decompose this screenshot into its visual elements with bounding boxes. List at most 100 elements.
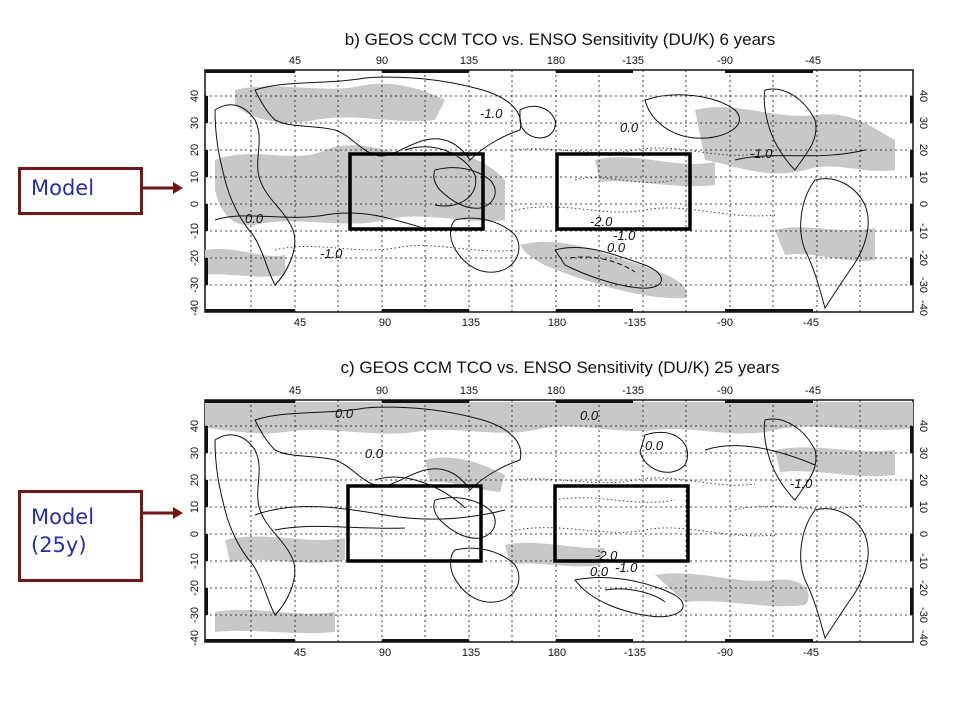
lat-tick: 40 (189, 420, 201, 432)
lon-tick: 135 (462, 647, 480, 656)
lon-tick: 45 (294, 317, 306, 326)
lat-tick: -10 (917, 223, 929, 239)
panel-b-region-box-west (348, 152, 485, 231)
lon-tick: 90 (376, 385, 388, 397)
lon-tick: 45 (289, 55, 301, 67)
panel-c-dotted-contours (514, 477, 866, 537)
panel-c-top-lon-labels: 45 90 135 180 -135 -90 -45 (289, 385, 821, 397)
contour-label: 0.0 (335, 406, 354, 421)
lon-tick: -135 (624, 647, 646, 656)
model-25y-callout: Model (25y) (18, 490, 143, 582)
lon-tick: 180 (548, 647, 566, 656)
lon-tick: -45 (803, 317, 819, 326)
model-25y-callout-arrow (143, 507, 183, 519)
lat-tick: -40 (917, 630, 929, 646)
lat-tick: -20 (917, 580, 929, 596)
panel-c-title: c) GEOS CCM TCO vs. ENSO Sensitivity (DU… (340, 358, 780, 377)
lat-tick: -40 (189, 630, 201, 646)
panel-c-region-box-west (346, 484, 483, 563)
model-25y-callout-line1: Model (31, 505, 95, 529)
lon-tick: 180 (547, 385, 565, 397)
lon-tick: -90 (717, 647, 733, 656)
contour-label: 0.0 (620, 120, 639, 135)
lat-tick: 30 (917, 447, 929, 459)
lat-tick: 0 (917, 201, 929, 207)
lat-tick: -30 (189, 277, 201, 293)
lon-tick: 45 (289, 385, 301, 397)
panel-c-left-lat-labels: 40 30 20 10 0 -10 -20 -30 -40 (189, 420, 201, 646)
lon-tick: -135 (622, 55, 644, 67)
panel-b-region-box-east (555, 152, 692, 231)
lon-tick: 90 (376, 55, 388, 67)
panel-b-left-lat-labels: 40 30 20 10 0 -10 -20 -30 -40 (189, 90, 201, 316)
panel-b-coastlines (214, 76, 869, 310)
panel-c-frame: 0.0 0.0 0.0 0.0 -1.0 -2.0 0.0 -1.0 (204, 399, 914, 643)
lat-tick: 40 (917, 90, 929, 102)
panel-c-right-lat-labels: 40 30 20 10 0 -10 -20 -30 -40 (917, 420, 929, 646)
lat-tick: 0 (917, 531, 929, 537)
lat-tick: -10 (917, 553, 929, 569)
lat-tick: -30 (917, 277, 929, 293)
lon-tick: 90 (379, 647, 391, 656)
lat-tick: 0 (189, 531, 201, 537)
lat-tick: 10 (189, 501, 201, 513)
lat-tick: -20 (917, 250, 929, 266)
contour-label: 0.0 (365, 446, 384, 461)
panel-b-top-lon-labels: 45 90 135 180 -135 -90 -45 (289, 55, 821, 67)
contour-label: -1.0 (613, 228, 636, 243)
contour-label: 0.0 (607, 240, 626, 255)
lon-tick: 180 (548, 317, 566, 326)
lat-tick: -10 (189, 553, 201, 569)
lat-tick: 20 (189, 474, 201, 486)
lat-tick: 40 (917, 420, 929, 432)
panel-c-region-box-east (553, 484, 690, 563)
lat-tick: 10 (917, 171, 929, 183)
lon-tick: -135 (622, 385, 644, 397)
panel-b-dotted-contours (274, 147, 776, 252)
contour-label: -1.0 (790, 476, 813, 491)
lat-tick: -10 (189, 223, 201, 239)
lat-tick: 0 (189, 201, 201, 207)
contour-label: -1.0 (615, 560, 638, 575)
lat-tick: 20 (189, 144, 201, 156)
lat-tick: 20 (917, 474, 929, 486)
contour-label: 0.0 (645, 438, 664, 453)
lat-tick: -40 (189, 300, 201, 316)
lon-tick: -135 (624, 317, 646, 326)
lon-tick: -45 (805, 55, 821, 67)
contour-label: -1.0 (480, 106, 503, 121)
lat-tick: 20 (917, 144, 929, 156)
contour-label: -1.0 (320, 246, 343, 261)
model-callout-arrow (143, 182, 183, 194)
model-callout-label: Model (31, 176, 95, 200)
contour-label: -1.0 (750, 146, 773, 161)
panel-b-frame-ticks (205, 70, 913, 312)
lon-tick: -45 (803, 647, 819, 656)
panel-b-frame: -1.0 0.0 -1.0 0.0 -1.0 -2.0 -1.0 0.0 (204, 69, 914, 313)
lat-tick: 40 (189, 90, 201, 102)
lon-tick: 135 (460, 385, 478, 397)
lon-tick: -90 (717, 55, 733, 67)
lat-tick: 30 (917, 117, 929, 129)
lat-tick: 30 (189, 447, 201, 459)
lon-tick: -90 (717, 385, 733, 397)
panel-b-map: 45 90 135 180 -135 -90 -45 (189, 55, 929, 326)
lon-tick: 180 (547, 55, 565, 67)
panel-c-frame-ticks (205, 400, 913, 642)
contour-label: -2.0 (595, 548, 618, 563)
lat-tick: -20 (189, 250, 201, 266)
contour-label: 0.0 (590, 564, 609, 579)
lon-tick: 45 (294, 647, 306, 656)
model-25y-callout-line2: (25y) (31, 533, 87, 557)
panel-b-title: b) GEOS CCM TCO vs. ENSO Sensitivity (DU… (344, 30, 776, 49)
lat-tick: 30 (189, 117, 201, 129)
contour-label: 0.0 (245, 211, 264, 226)
panel-c-bottom-lon-labels: 45 90 135 180 -135 -90 -45 (294, 647, 819, 656)
lon-tick: 135 (462, 317, 480, 326)
lon-tick: -45 (805, 385, 821, 397)
panel-b-shading (205, 83, 895, 299)
lat-tick: 10 (917, 501, 929, 513)
panel-b-contours (214, 94, 866, 289)
panel-c-map: 45 90 135 180 -135 -90 -45 (189, 385, 929, 656)
lon-tick: 90 (379, 317, 391, 326)
